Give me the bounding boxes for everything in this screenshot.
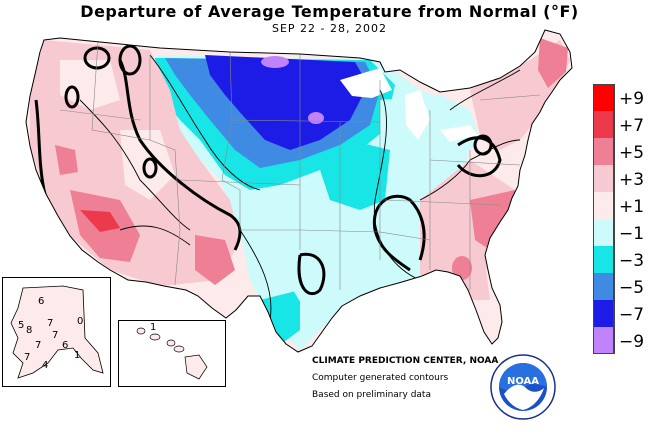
credit-line-2: Computer generated contours bbox=[312, 373, 449, 383]
alaska-label: 7 bbox=[47, 318, 54, 329]
alaska-inset bbox=[2, 277, 111, 387]
legend-swatch bbox=[593, 165, 615, 192]
legend-swatch bbox=[593, 273, 615, 300]
legend-swatch bbox=[593, 111, 615, 138]
legend-label: −5 bbox=[619, 277, 645, 298]
legend-swatch bbox=[593, 246, 615, 273]
legend-label: +5 bbox=[619, 142, 645, 163]
alaska-shape-icon bbox=[10, 285, 104, 379]
legend-swatch bbox=[593, 219, 615, 246]
legend-item: −7 bbox=[593, 300, 653, 327]
legend-label: +1 bbox=[619, 196, 645, 217]
legend-label: −7 bbox=[619, 304, 645, 325]
legend-item: −3 bbox=[593, 246, 653, 273]
alaska-label: 4 bbox=[42, 360, 49, 371]
alaska-label: 5 bbox=[18, 320, 25, 331]
map-subtitle: SEP 22 - 28, 2002 bbox=[271, 22, 387, 35]
legend-label: −9 bbox=[619, 331, 645, 352]
legend-item: −9 bbox=[593, 327, 653, 354]
legend-label: −1 bbox=[619, 223, 645, 244]
legend-swatch bbox=[593, 327, 615, 354]
noaa-logo-icon: NOAA bbox=[490, 354, 556, 420]
legend-item: −5 bbox=[593, 273, 653, 300]
credit-line-3: Based on preliminary data bbox=[312, 390, 431, 400]
hawaii-inset bbox=[118, 320, 226, 387]
credit-line-1: CLIMATE PREDICTION CENTER, NOAA bbox=[312, 356, 499, 366]
legend-item: +7 bbox=[593, 111, 653, 138]
legend-swatch bbox=[593, 300, 615, 327]
alaska-label: 7 bbox=[35, 340, 42, 351]
alaska-label: 8 bbox=[26, 325, 33, 336]
legend-label: −3 bbox=[619, 250, 645, 271]
alaska-label: 1 bbox=[74, 350, 81, 361]
legend-item: +9 bbox=[593, 84, 653, 111]
alaska-label: 7 bbox=[24, 352, 31, 363]
alaska-label: 6 bbox=[38, 296, 45, 307]
noaa-logo-text: NOAA bbox=[507, 376, 539, 387]
credits: CLIMATE PREDICTION CENTER, NOAA Computer… bbox=[312, 356, 498, 407]
alaska-label: 0 bbox=[77, 316, 84, 327]
hawaii-label: 1 bbox=[150, 322, 157, 333]
legend-item: +1 bbox=[593, 192, 653, 219]
legend-swatch bbox=[593, 84, 615, 111]
alaska-label: 7 bbox=[52, 330, 59, 341]
legend-item: +3 bbox=[593, 165, 653, 192]
hawaii-shape-icon bbox=[136, 327, 208, 380]
legend-item: +5 bbox=[593, 138, 653, 165]
legend-label: +3 bbox=[619, 169, 645, 190]
legend-swatch bbox=[593, 192, 615, 219]
legend-label: +9 bbox=[619, 88, 645, 109]
legend-label: +7 bbox=[619, 115, 645, 136]
alaska-label: 6 bbox=[62, 340, 69, 351]
legend-swatch bbox=[593, 138, 615, 165]
legend-item: −1 bbox=[593, 219, 653, 246]
map-title: Departure of Average Temperature from No… bbox=[80, 2, 579, 21]
